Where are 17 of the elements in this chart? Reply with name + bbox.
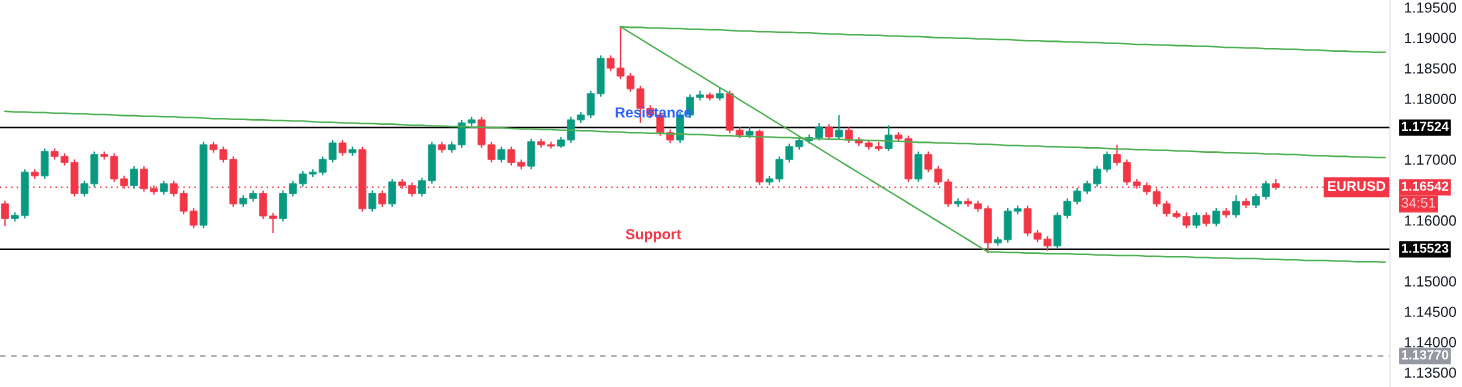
ref-line-label: 1.16542: [1401, 181, 1449, 191]
annotation: Support: [625, 229, 682, 243]
y-tick-label: 1.13500: [1405, 367, 1457, 378]
y-tick-label: 1.16000: [1405, 215, 1457, 226]
annotation: EURUSD: [1328, 181, 1386, 192]
ref-line-label: 1.13770: [1401, 350, 1449, 360]
y-tick-label: 1.18500: [1405, 63, 1457, 74]
ref-line-label: 1.15523: [1401, 243, 1449, 253]
y-tick-label: 1.14500: [1405, 306, 1457, 317]
y-tick-label: 1.18000: [1405, 93, 1457, 104]
ref-line-label: 1.17524: [1401, 121, 1449, 132]
y-tick-label: 1.17000: [1405, 154, 1457, 165]
text: 34:51: [1401, 197, 1436, 208]
y-tick-label: 1.19500: [1405, 2, 1457, 13]
y-tick-label: 1.19000: [1405, 32, 1457, 44]
y-tick-label: 1.15000: [1405, 276, 1457, 287]
y-tick-label: 1.14000: [1405, 337, 1457, 348]
